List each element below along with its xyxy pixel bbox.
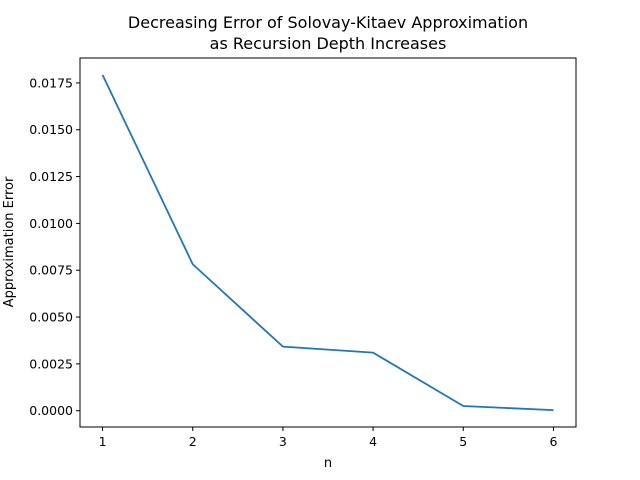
series-layer bbox=[101, 74, 554, 412]
x-tick-label: 1 bbox=[99, 434, 107, 449]
y-tick-label: 0.0050 bbox=[29, 310, 73, 325]
y-tick-label: 0.0025 bbox=[29, 356, 73, 371]
axis-ticks: 1 2 3 4 5 6 0.0000 0.0025 0.0050 0.0075 0.0100 0.01… bbox=[29, 75, 557, 449]
x-tick-label: 6 bbox=[549, 434, 557, 449]
y-tick-label: 0.0075 bbox=[29, 263, 73, 278]
y-tick-label: 0.0175 bbox=[29, 75, 73, 90]
y-tick-label: 0.0100 bbox=[29, 216, 73, 231]
x-tick-label: 4 bbox=[369, 434, 377, 449]
y-tick-label: 0.0150 bbox=[29, 122, 73, 137]
chart-title-line-1: Decreasing Error of Solovay-Kitaev Appro… bbox=[128, 13, 528, 32]
y-tick-label: 0.0000 bbox=[29, 403, 73, 418]
x-axis-label: n bbox=[324, 456, 332, 471]
x-tick-label: 2 bbox=[189, 434, 197, 449]
y-axis-label: Approximation Error bbox=[2, 176, 17, 307]
x-tick-label: 3 bbox=[279, 434, 287, 449]
x-tick-label: 5 bbox=[459, 434, 467, 449]
series-line bbox=[101, 74, 554, 412]
chart-title-line-2: as Recursion Depth Increases bbox=[210, 34, 447, 53]
plot-area-frame bbox=[79, 57, 577, 428]
y-tick-label: 0.0125 bbox=[29, 169, 73, 184]
